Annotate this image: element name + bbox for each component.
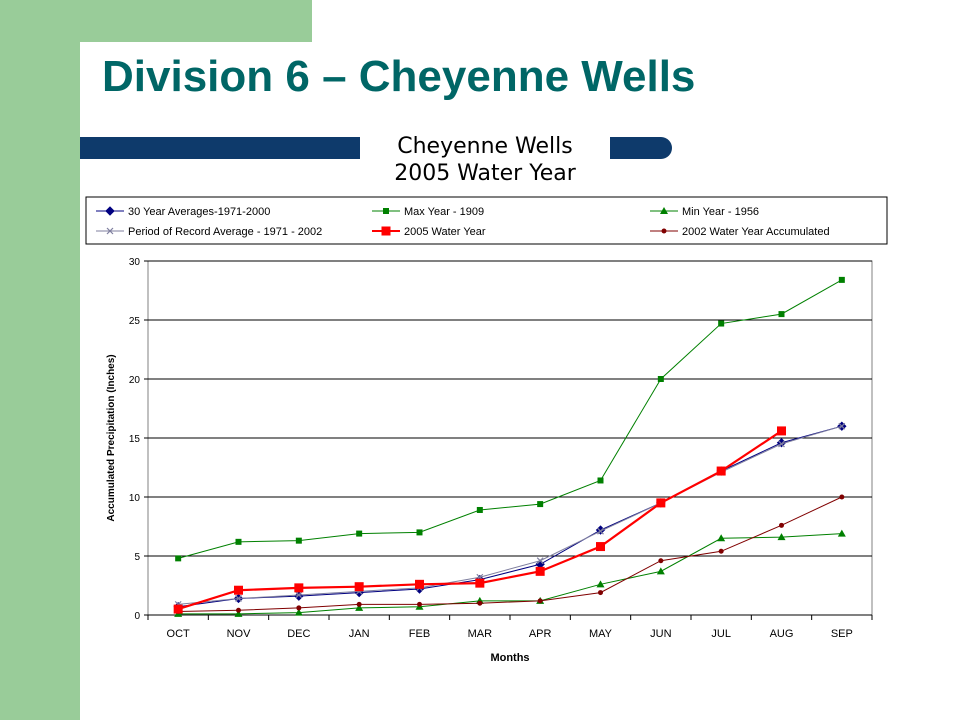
data-point-2005-water-year [596,542,605,552]
y-tick-label: 15 [129,434,141,445]
data-point-period-of-record-average-1971-2002 [235,595,242,602]
series-line-period-of-record-average-1971-2002 [178,425,842,605]
legend-label-period-of-record-average-1971-2002: Period of Record Average - 1971 - 2002 [128,226,322,238]
series-line-max-year-1909 [178,279,843,559]
data-point-2002-water-year-accumulated [718,548,724,554]
data-point-2005-water-year [294,583,304,593]
data-point-max-year-1909 [356,530,363,537]
data-point-period-of-record-average-1971-2002 [838,422,846,430]
data-point-2005-water-year [535,566,545,576]
chart-subtitle: 2005 Water Year [360,160,610,188]
data-point-2002-water-year-accumulated [598,590,603,596]
data-point-min-year-1956 [656,567,665,575]
series-line-2002-water-year-accumulated [178,496,843,612]
y-tick-label: 20 [129,375,141,386]
data-point-2002-water-year-accumulated [658,558,664,564]
legend-label-2002-water-year-accumulated: 2002 Water Year Accumulated [682,226,830,238]
data-point-2002-water-year-accumulated [779,522,784,528]
x-tick-label: NOV [227,628,252,640]
data-point-2002-water-year-accumulated [236,607,241,613]
series-line-min-year-1956 [178,533,842,615]
legend-label-30-year-averages-1971-2000: 30 Year Averages-1971-2000 [128,206,270,218]
legend-marker-2005-water-year [381,226,391,236]
data-point-period-of-record-average-1971-2002 [295,591,303,599]
accent-bar-left [0,0,80,720]
y-tick-label: 30 [129,257,141,268]
x-axis-title: Months [490,652,529,664]
data-point-max-year-1909 [235,538,242,545]
x-tick-label: APR [529,628,552,640]
data-point-2005-water-year [415,579,424,589]
legend-marker-30-year-averages-1971-2000 [105,206,115,216]
data-point-max-year-1909 [416,529,423,536]
data-point-min-year-1956 [355,603,364,611]
legend-box [85,196,888,245]
legend-label-2005-water-year: 2005 Water Year [404,226,486,238]
data-point-2005-water-year [354,582,364,592]
data-point-max-year-1909 [476,506,483,513]
data-point-2005-water-year [475,578,485,588]
legend-marker-2002-water-year-accumulated [661,228,667,234]
data-point-2002-water-year-accumulated [417,601,422,607]
x-tick-label: MAY [589,628,613,640]
series-line-30-year-averages-1971-2000 [178,425,842,608]
chart-title: Cheyenne Wells [360,134,610,160]
data-point-min-year-1956 [234,609,243,617]
data-point-2005-water-year [234,585,243,595]
legend-marker-max-year-1909 [383,208,389,214]
data-point-max-year-1909 [295,537,302,544]
y-tick-label: 10 [129,493,141,504]
data-point-2002-water-year-accumulated [537,598,543,604]
x-tick-label: OCT [167,628,191,640]
legend-marker-period-of-record-average-1971-2002 [106,227,114,235]
data-point-max-year-1909 [778,311,785,318]
x-tick-label: AUG [770,628,794,640]
data-point-max-year-1909 [718,320,725,327]
chart-title-block: Cheyenne Wells 2005 Water Year [360,134,610,188]
data-point-2002-water-year-accumulated [477,600,483,606]
legend-label-max-year-1909: Max Year - 1909 [404,206,484,218]
data-point-2005-water-year [173,604,183,614]
legend-label-min-year-1956: Min Year - 1956 [682,206,759,218]
data-point-2005-water-year [716,466,726,476]
y-tick-label: 0 [134,611,140,622]
data-point-max-year-1909 [838,276,845,283]
y-axis-title: Accumulated Precipitation (Inches) [106,354,117,521]
data-point-2002-water-year-accumulated [839,494,845,500]
data-point-min-year-1956 [777,533,786,541]
x-tick-label: MAR [468,628,493,640]
data-point-min-year-1956 [837,529,846,537]
x-tick-label: FEB [409,628,430,640]
x-tick-label: SEP [831,628,853,640]
data-point-period-of-record-average-1971-2002 [778,440,785,448]
data-point-2005-water-year [777,426,786,436]
data-point-period-of-record-average-1971-2002 [536,557,544,565]
data-point-2002-water-year-accumulated [356,601,362,607]
x-tick-label: DEC [287,628,310,640]
data-point-max-year-1909 [537,501,544,508]
data-point-min-year-1956 [596,580,605,588]
x-tick-label: JUL [711,628,731,640]
data-point-2005-water-year [656,498,666,508]
y-tick-label: 5 [134,552,140,563]
data-point-min-year-1956 [717,534,726,542]
data-point-min-year-1956 [294,608,303,616]
slide-title: Division 6 – Cheyenne Wells [102,52,696,101]
legend-marker-min-year-1956 [660,207,668,214]
y-tick-label: 25 [129,316,141,327]
data-point-max-year-1909 [597,477,604,484]
data-point-max-year-1909 [175,555,182,562]
x-tick-label: JAN [349,628,370,640]
data-point-max-year-1909 [657,376,664,382]
data-point-period-of-record-average-1971-2002 [597,527,604,535]
data-point-2002-water-year-accumulated [296,605,302,611]
x-tick-label: JUN [650,628,671,640]
